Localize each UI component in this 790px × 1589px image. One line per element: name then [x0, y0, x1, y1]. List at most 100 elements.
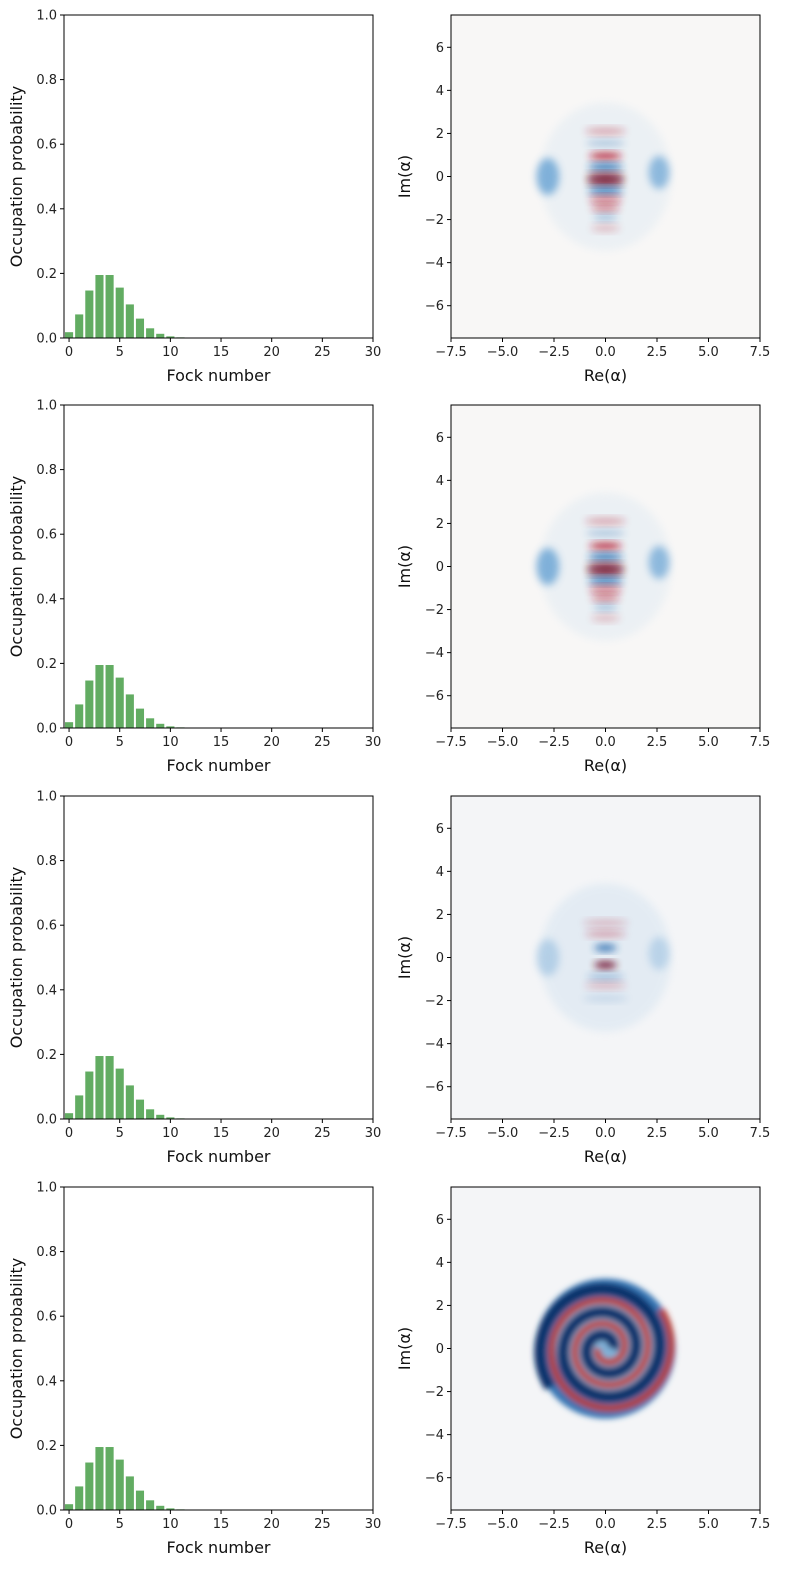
- bar-fock-9: [156, 1505, 165, 1510]
- x-tick-label: 5.0: [698, 1126, 719, 1141]
- bar-fock-5: [115, 1459, 124, 1510]
- bar-fock-8: [146, 1500, 155, 1510]
- wigner-plot-8: −7.5 −5.0 −2.5 0.0 2.5 5.0 7.5 −6 −4 −2 0 2 4 6 Re(α) I…: [395, 1186, 771, 1557]
- x-tick-label: −7.5: [435, 1126, 467, 1141]
- y-tick-label: 6: [436, 431, 444, 446]
- y-tick-label: −4: [425, 646, 444, 661]
- y-axis-label: Occupation probability: [7, 476, 26, 657]
- y-tick-label: 0.2: [36, 1439, 57, 1454]
- y-tick-label: 0: [436, 170, 444, 185]
- spiral-dark-arm: [534, 1283, 666, 1403]
- x-tick-label: 7.5: [750, 1126, 771, 1141]
- y-tick-label: −2: [425, 1385, 444, 1400]
- bar-fock-5: [115, 1068, 124, 1119]
- y-tick-label: −6: [425, 689, 444, 704]
- fringe-8: [589, 195, 622, 203]
- x-axis-label: Fock number: [166, 1538, 270, 1557]
- y-tick-label: 0.6: [36, 1310, 57, 1325]
- bar-fock-3: [95, 275, 104, 338]
- heatmap-field: [536, 492, 672, 641]
- x-tick-label: 5: [116, 735, 124, 750]
- bar-fock-7: [135, 708, 145, 728]
- bar-fock-3: [95, 1447, 104, 1510]
- y-axis-label: Im(α): [395, 1327, 414, 1370]
- x-tick-label: 10: [162, 1517, 179, 1532]
- y-axis-label: Im(α): [395, 155, 414, 198]
- x-tick-label: 15: [213, 1517, 230, 1532]
- fringe-10: [593, 213, 618, 221]
- halo: [539, 883, 672, 1032]
- x-tick-label: 2.5: [647, 1126, 668, 1141]
- y-tick-label: 1.0: [36, 790, 57, 805]
- x-tick-label: 7.5: [750, 345, 771, 360]
- y-tick-label: 0.6: [36, 919, 57, 934]
- y-axis-label: Occupation probability: [7, 867, 26, 1048]
- y-tick-label: 0.8: [36, 854, 57, 869]
- x-axis-label: Re(α): [584, 756, 627, 775]
- bar-fock-8: [146, 718, 155, 728]
- x-tick-label: −5.0: [487, 735, 519, 750]
- y-axis-label: Occupation probability: [7, 86, 26, 267]
- fringe-1: [584, 127, 627, 135]
- x-tick-label: 2.5: [647, 735, 668, 750]
- x-axis-label: Re(α): [584, 1147, 627, 1166]
- heatmap-field: [536, 883, 672, 1032]
- x-tick-label: −7.5: [435, 735, 467, 750]
- x-tick-label: 5: [116, 1126, 124, 1141]
- y-tick-label: 0.6: [36, 138, 57, 153]
- x-tick-label: 7.5: [750, 1517, 771, 1532]
- x-axis-label: Re(α): [584, 366, 627, 385]
- x-tick-label: 0.0: [595, 1126, 616, 1141]
- x-tick-label: 25: [314, 345, 331, 360]
- bar-fock-2: [85, 680, 94, 728]
- y-tick-label: 1.0: [36, 399, 57, 414]
- bar-fock-1: [75, 1095, 84, 1119]
- fringe-6: [586, 178, 625, 186]
- y-tick-label: 0: [436, 951, 444, 966]
- bar-fock-5: [115, 287, 124, 338]
- y-tick-label: −2: [425, 603, 444, 618]
- bar-fock-10: [166, 1117, 175, 1119]
- fringe-2: [585, 139, 626, 147]
- occupation-chart-3: 0 5 10 15 20 25 30 0.0 0.2 0.4 0.6 0.8 1.0 Fock numbe…: [7, 399, 381, 776]
- fringe-11: [591, 224, 620, 232]
- fringe-4: [587, 553, 624, 561]
- y-axis-label: Im(α): [395, 545, 414, 588]
- x-tick-label: 5: [116, 345, 124, 360]
- bar-fock-1: [75, 1486, 84, 1510]
- x-tick-label: −5.0: [487, 1517, 519, 1532]
- right-lobe: [648, 936, 670, 970]
- bar-fock-6: [125, 694, 134, 728]
- y-tick-label: 0: [436, 1342, 444, 1357]
- fringe-3: [594, 944, 617, 952]
- fringe-4: [587, 163, 624, 171]
- fringe-5: [586, 562, 625, 571]
- y-tick-label: −6: [425, 1080, 444, 1095]
- x-tick-label: 0.0: [595, 735, 616, 750]
- x-tick-label: 2.5: [647, 1517, 668, 1532]
- x-tick-label: 5.0: [698, 1517, 719, 1532]
- y-tick-label: 6: [436, 41, 444, 56]
- fringe-2: [584, 930, 627, 938]
- x-axis-label: Fock number: [166, 1147, 270, 1166]
- bar-fock-9: [156, 723, 165, 728]
- occupation-chart-1: 0 5 10 15 20 25 30 0.0 0.2 0.4 0.6 0.8 1.0 Fock numbe…: [7, 9, 381, 386]
- x-tick-label: 30: [365, 1517, 382, 1532]
- bar-fock-1: [75, 314, 84, 338]
- x-tick-label: −2.5: [538, 345, 570, 360]
- bar-fock-3: [95, 1056, 104, 1119]
- y-tick-label: 0.4: [36, 592, 57, 607]
- x-tick-label: 25: [314, 735, 331, 750]
- x-tick-label: 10: [162, 345, 179, 360]
- y-tick-label: 0.8: [36, 463, 57, 478]
- x-tick-label: 20: [263, 345, 280, 360]
- x-tick-label: −5.0: [487, 345, 519, 360]
- y-tick-label: 4: [436, 474, 444, 489]
- plot-frame: [63, 14, 374, 339]
- fringe-10: [593, 603, 618, 611]
- fringe-7: [587, 186, 624, 194]
- bar-fock-2: [85, 1071, 94, 1119]
- y-tick-label: 0.2: [36, 267, 57, 282]
- x-tick-label: 20: [263, 1517, 280, 1532]
